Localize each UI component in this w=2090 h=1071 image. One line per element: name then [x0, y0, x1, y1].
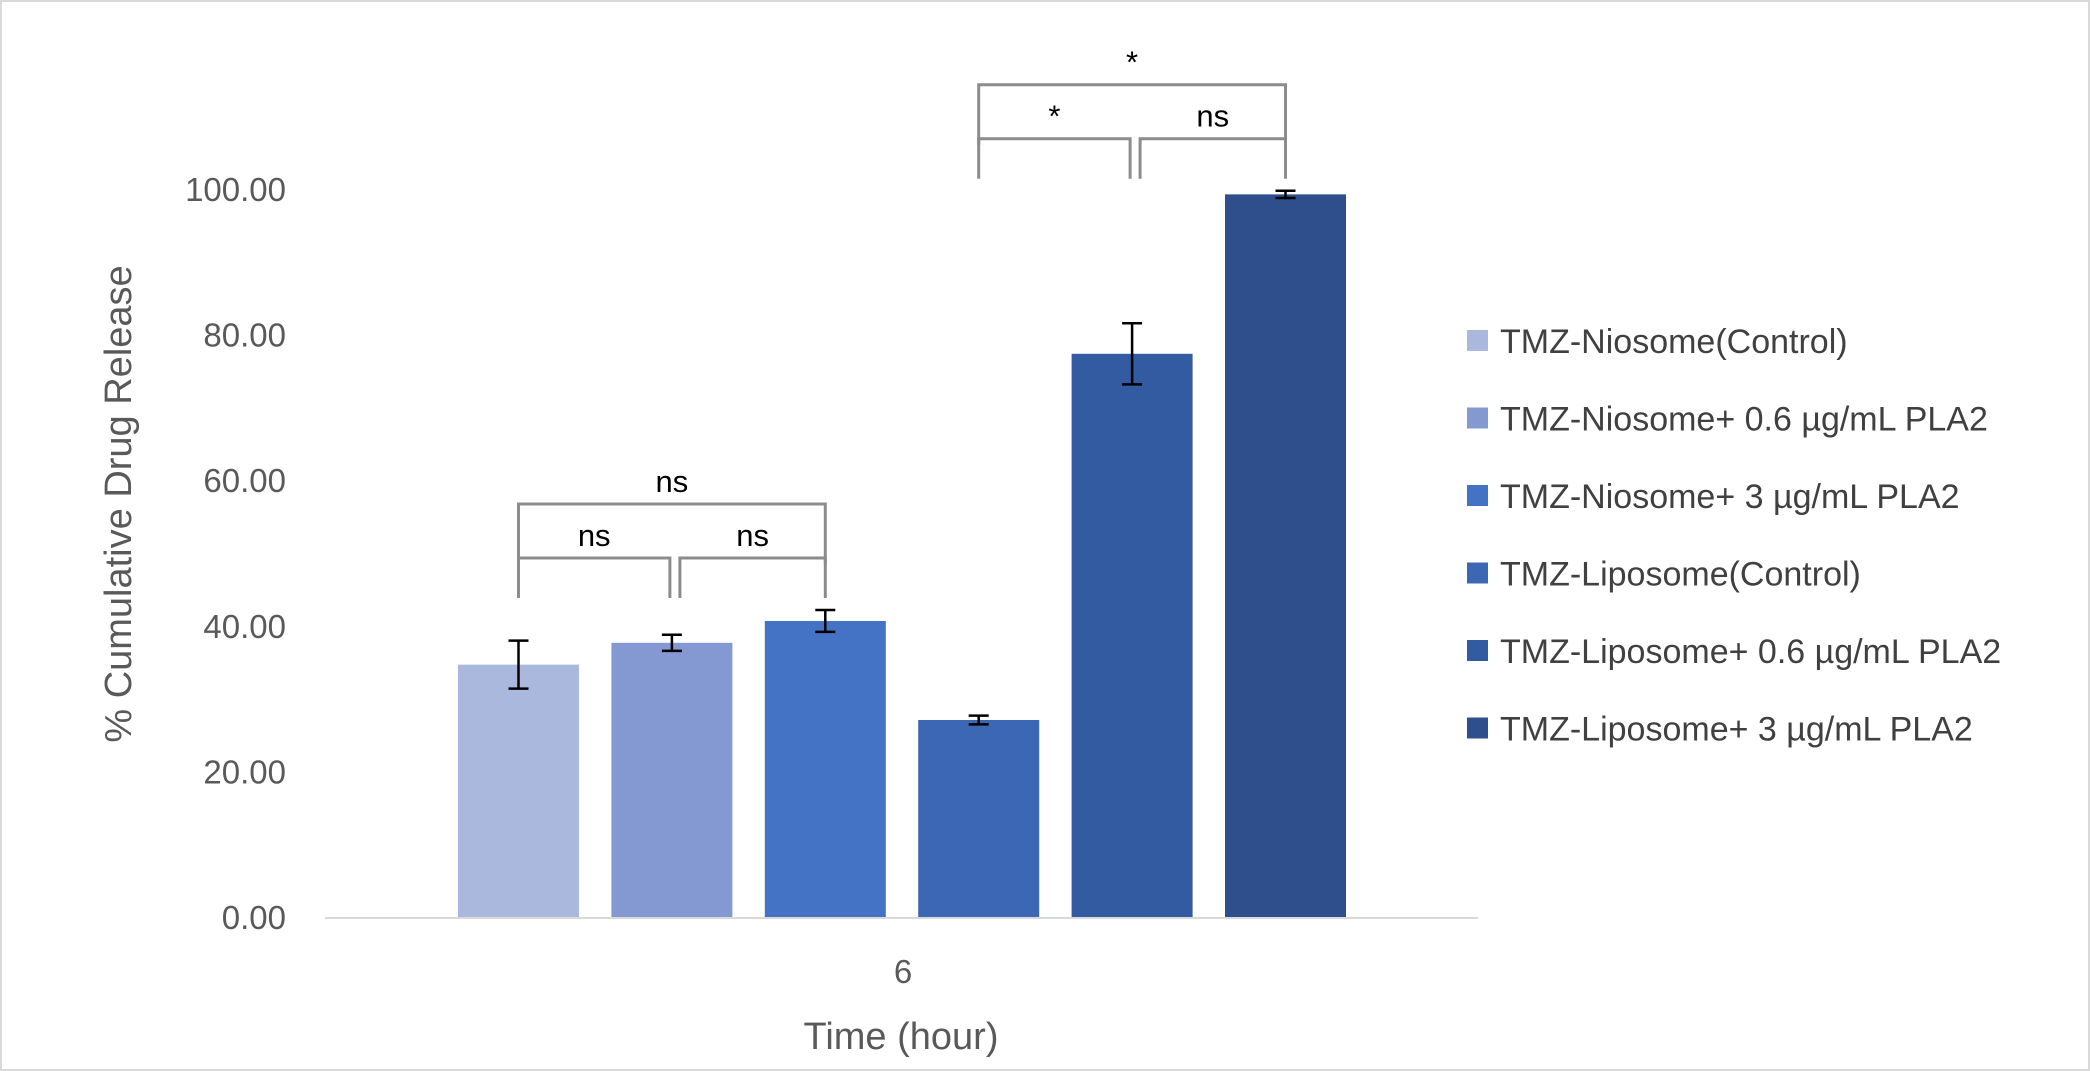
bar: [764, 620, 886, 918]
error-bar: [508, 639, 529, 690]
y-tick-label: 40.00: [203, 608, 286, 645]
legend-swatch: [1467, 485, 1488, 506]
legend-swatch: [1467, 562, 1488, 584]
significance-label: ns: [736, 518, 769, 553]
legend-label: TMZ-Niosome(Control): [1500, 323, 1848, 361]
significance-label: ns: [656, 464, 689, 499]
legend-label: TMZ-Niosome+ 3 µg/mL PLA2: [1500, 478, 1960, 516]
y-axis-ticks: 0.00 20.00 40.00 60.00 80.00 100.00: [185, 171, 286, 936]
significance-bracket: ns: [678, 518, 827, 599]
error-bar: [661, 633, 682, 653]
legend-swatch: [1467, 330, 1488, 351]
error-bar: [1275, 189, 1296, 200]
legend-swatch: [1467, 640, 1488, 661]
bar: [918, 719, 1040, 918]
x-tick-label: 6: [894, 953, 912, 990]
bars: [458, 194, 1346, 919]
error-bar: [1122, 321, 1143, 386]
significance-label: *: [1048, 99, 1060, 134]
legend-item: TMZ-Niosome+ 0.6 µg/mL PLA2: [1467, 401, 1988, 439]
y-tick-label: 60.00: [203, 462, 286, 499]
x-axis-title: Time (hour): [804, 1016, 999, 1058]
bar: [458, 664, 579, 918]
significance-bracket: ns: [1138, 99, 1287, 179]
significance-label: ns: [578, 518, 611, 553]
error-bars: [508, 189, 1296, 726]
legend-label: TMZ-Liposome+ 0.6 µg/mL PLA2: [1500, 633, 2001, 671]
bar: [1071, 353, 1193, 918]
legend-item: TMZ-Niosome(Control): [1467, 323, 1848, 361]
legend: TMZ-Niosome(Control) TMZ-Niosome+ 0.6 µg/…: [1467, 323, 2001, 749]
significance-label: *: [1126, 45, 1138, 80]
significance-label: ns: [1196, 99, 1229, 134]
significance-bracket: ns: [517, 518, 672, 599]
legend-item: TMZ-Liposome+ 3 µg/mL PLA2: [1467, 711, 1973, 749]
significance-bracket: *: [977, 45, 1287, 145]
significance-bracket: *: [977, 99, 1132, 179]
bar: [1225, 194, 1346, 919]
legend-swatch: [1467, 407, 1488, 429]
bar: [611, 642, 733, 918]
legend-label: TMZ-Niosome+ 0.6 µg/mL PLA2: [1500, 401, 1988, 439]
y-axis-title: % Cumulative Drug Release: [98, 265, 140, 742]
legend-label: TMZ-Liposome+ 3 µg/mL PLA2: [1500, 711, 1973, 749]
legend-item: TMZ-Liposome+ 0.6 µg/mL PLA2: [1467, 633, 2001, 671]
legend-item: TMZ-Liposome(Control): [1467, 556, 1861, 594]
legend-item: TMZ-Niosome+ 3 µg/mL PLA2: [1467, 478, 1960, 516]
error-bar: [968, 714, 989, 726]
y-tick-label: 100.00: [185, 171, 286, 208]
y-tick-label: 80.00: [203, 317, 286, 354]
error-bar: [815, 608, 836, 634]
y-tick-label: 0.00: [222, 899, 286, 936]
significance-brackets: ns ns ns ns * *: [517, 45, 1287, 599]
legend-label: TMZ-Liposome(Control): [1500, 556, 1861, 594]
significance-bracket: ns: [517, 464, 827, 565]
legend-swatch: [1467, 717, 1488, 739]
y-tick-label: 20.00: [203, 753, 286, 790]
